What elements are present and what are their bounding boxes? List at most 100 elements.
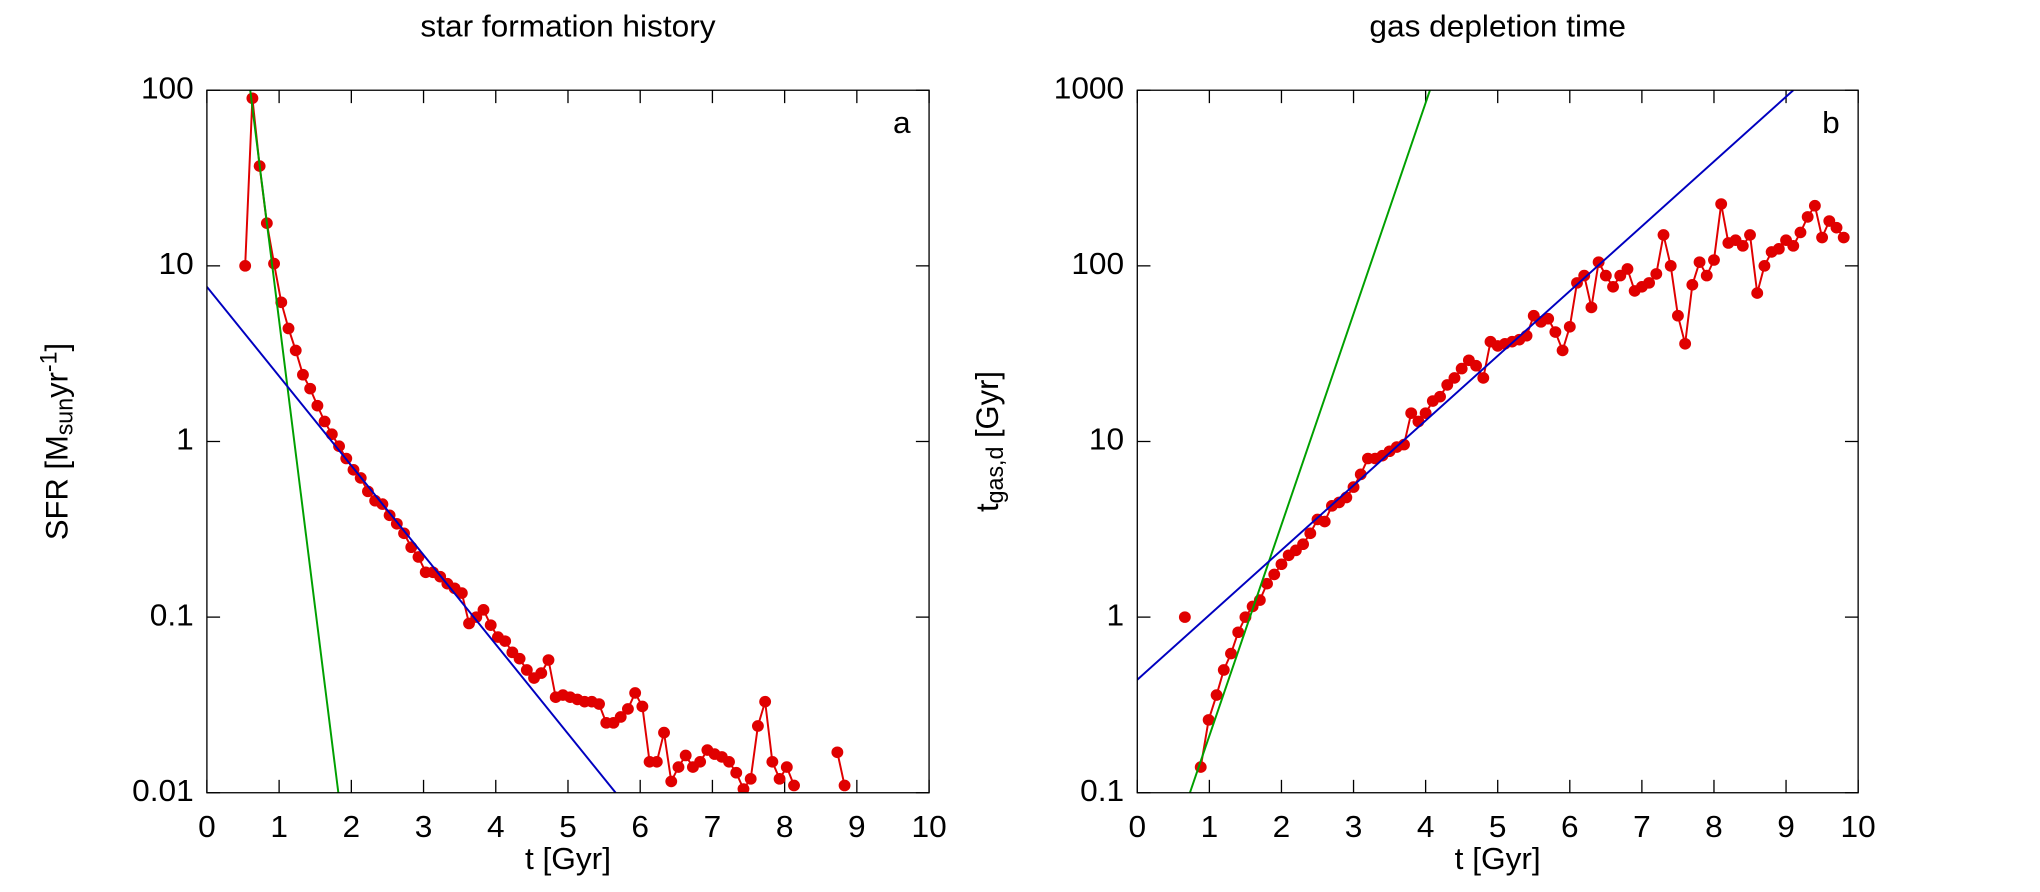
series-line xyxy=(249,90,340,793)
data-point xyxy=(412,551,425,563)
y-tick-label: 1 xyxy=(1107,598,1125,633)
x-tick-label: 0 xyxy=(1128,809,1146,844)
data-point xyxy=(650,756,663,768)
y-axis-label-part: -1 xyxy=(35,351,61,372)
data-point xyxy=(1787,240,1800,252)
data-point xyxy=(398,527,410,540)
data-point xyxy=(1715,198,1728,210)
data-point xyxy=(1801,211,1814,223)
data-point xyxy=(304,382,317,395)
data-point xyxy=(621,703,634,715)
data-point xyxy=(1477,372,1490,384)
y-tick-label: 0.1 xyxy=(150,598,194,633)
x-tick-label: 3 xyxy=(415,809,433,844)
data-point xyxy=(1419,407,1432,419)
x-tick-label: 9 xyxy=(848,809,866,844)
series-line xyxy=(1188,90,1431,793)
data-point xyxy=(1679,337,1692,350)
y-tick-label: 0.01 xyxy=(132,773,194,808)
data-point xyxy=(694,756,707,768)
y-axis-label-part: ] xyxy=(39,343,74,352)
data-point xyxy=(672,761,685,773)
data-point xyxy=(766,756,779,768)
data-point xyxy=(1340,491,1353,504)
chart-title: star formation history xyxy=(420,9,715,44)
data-point xyxy=(788,779,800,792)
x-tick-label: 4 xyxy=(1417,809,1435,844)
data-point xyxy=(1470,359,1483,372)
x-tick-label: 1 xyxy=(270,809,288,844)
data-point xyxy=(333,440,345,453)
y-tick-label: 100 xyxy=(141,71,194,106)
y-axis-label: SFR [Msunyr-1] xyxy=(35,343,78,540)
data-point xyxy=(737,783,750,793)
y-axis-label-part: yr xyxy=(39,372,74,398)
data-point xyxy=(1772,243,1785,255)
data-point xyxy=(1830,221,1843,234)
data-point xyxy=(1217,664,1230,676)
data-point xyxy=(1671,309,1684,322)
data-point xyxy=(1571,277,1583,289)
series-line xyxy=(1137,90,1794,681)
data-point xyxy=(383,509,396,522)
data-point xyxy=(1650,268,1663,280)
data-point xyxy=(1556,344,1569,357)
data-point xyxy=(1549,326,1562,338)
data-point xyxy=(1261,577,1273,590)
data-point xyxy=(318,415,331,428)
data-point xyxy=(477,604,490,616)
data-point xyxy=(1542,312,1555,325)
x-tick-label: 5 xyxy=(1489,809,1507,844)
data-point xyxy=(470,611,483,623)
data-point xyxy=(679,749,692,762)
data-point xyxy=(282,322,295,335)
x-tick-label: 3 xyxy=(1345,809,1363,844)
data-point xyxy=(751,720,764,732)
x-tick-label: 10 xyxy=(911,809,946,844)
data-point xyxy=(1816,231,1829,244)
chart: gas depletion time t [Gyr] b tgas,d [Gyr] 0 1… xyxy=(970,9,1876,876)
data-point xyxy=(484,619,497,631)
data-point xyxy=(1758,260,1771,272)
x-tick-label: 4 xyxy=(487,809,505,844)
y-axis-label-part: [Gyr] xyxy=(970,371,1005,447)
y-axis-label: tgas,d [Gyr] xyxy=(970,371,1008,512)
data-point xyxy=(1693,256,1706,268)
series-line xyxy=(206,286,617,793)
data-point xyxy=(1347,481,1360,493)
data-point xyxy=(1808,199,1821,212)
data-point xyxy=(1268,568,1281,581)
data-point xyxy=(1448,372,1461,384)
data-point xyxy=(405,541,418,554)
data-point xyxy=(535,667,548,679)
data-point xyxy=(614,711,627,723)
series-line xyxy=(1199,203,1845,768)
y-tick-label: 0.1 xyxy=(1080,773,1124,808)
data-point xyxy=(297,368,309,381)
data-point xyxy=(636,700,649,713)
data-point xyxy=(1563,320,1576,333)
data-point xyxy=(246,92,259,105)
data-point xyxy=(744,773,757,785)
data-point xyxy=(1304,527,1317,540)
y-tick-label: 10 xyxy=(1089,422,1124,457)
data-point xyxy=(1434,390,1446,403)
data-point xyxy=(289,344,302,357)
plot-area xyxy=(1137,90,1850,793)
y-axis-label-part: SFR [M xyxy=(39,435,74,540)
data-point xyxy=(723,756,735,768)
data-point xyxy=(665,775,678,788)
data-point xyxy=(1578,269,1591,282)
plot-frame xyxy=(1136,89,1859,794)
data-point xyxy=(1708,254,1720,266)
data-point xyxy=(1751,287,1764,299)
y-axis-label-part: gas,d xyxy=(982,447,1008,504)
y-tick-label: 10 xyxy=(159,246,194,281)
data-point xyxy=(513,652,526,665)
data-point xyxy=(275,296,288,309)
chart-title: gas depletion time xyxy=(1369,9,1626,44)
data-point xyxy=(1202,714,1215,726)
data-point xyxy=(325,428,338,441)
panel-letter: a xyxy=(893,106,911,141)
